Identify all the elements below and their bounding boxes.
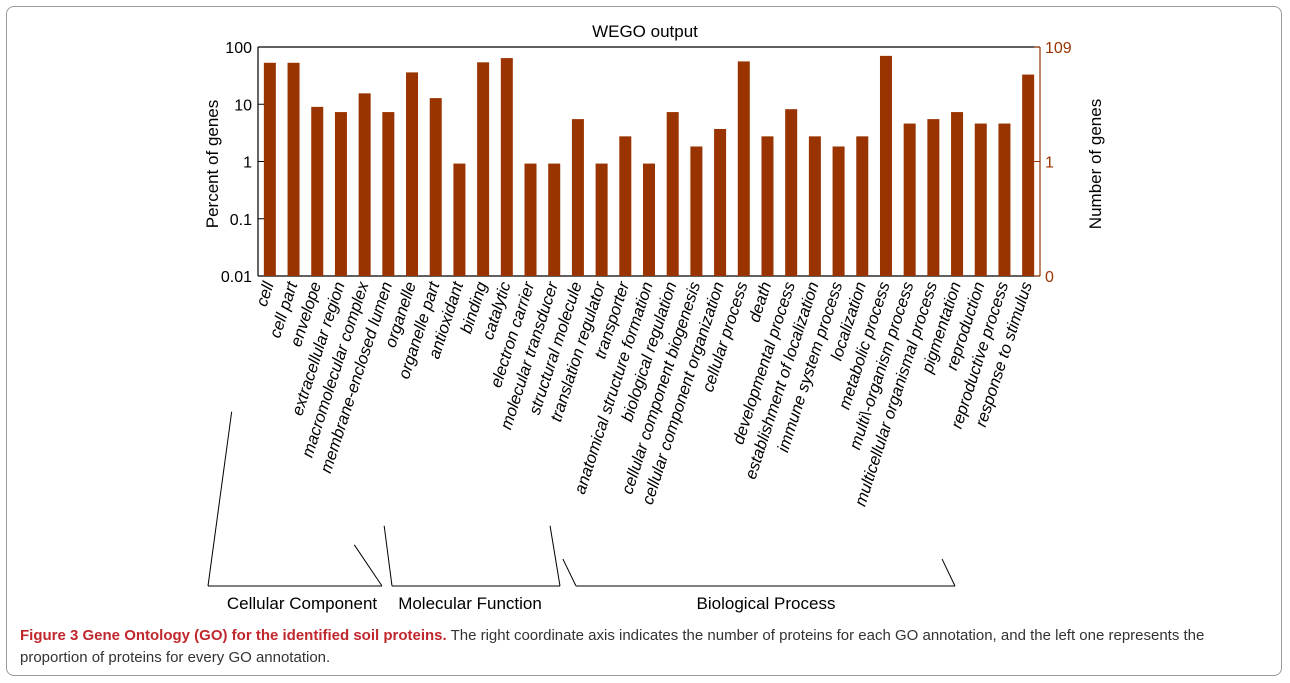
bar-20 xyxy=(714,128,727,276)
bar-25 xyxy=(832,146,845,276)
bar-22 xyxy=(761,136,774,276)
bar-21 xyxy=(737,61,750,277)
bar-3 xyxy=(311,106,324,276)
bar-32 xyxy=(998,123,1011,276)
right-tick-label: 0 xyxy=(1045,269,1054,286)
bar-12 xyxy=(524,163,537,276)
bar-27 xyxy=(879,55,892,277)
bar-9 xyxy=(453,163,466,276)
left-tick-label: 0.1 xyxy=(230,212,252,229)
chart-title: WEGO output xyxy=(592,22,698,41)
bar-1 xyxy=(263,62,276,277)
left-tick-label: 1 xyxy=(243,155,252,172)
bar-19 xyxy=(690,146,703,276)
caption-title: Figure 3 Gene Ontology (GO) for the iden… xyxy=(20,627,447,644)
bar-5 xyxy=(358,93,371,276)
category-label-1: cell xyxy=(253,278,278,308)
bar-7 xyxy=(406,72,419,277)
group-label-1: Cellular Component xyxy=(227,594,378,613)
bar-13 xyxy=(548,163,561,276)
left-tick-label: 10 xyxy=(234,97,252,114)
bar-31 xyxy=(974,123,987,276)
bar-17 xyxy=(643,163,655,276)
wego-bar-chart: WEGO output Percent of genes Number of g… xyxy=(203,22,1105,613)
bar-26 xyxy=(856,136,869,276)
group-bracket-right xyxy=(353,544,383,587)
bar-10 xyxy=(477,62,490,276)
figure-caption: Figure 3 Gene Ontology (GO) for the iden… xyxy=(20,625,1270,669)
figure-frame xyxy=(6,6,1282,676)
bar-24 xyxy=(808,136,821,276)
group-bracket-left xyxy=(383,525,393,587)
right-tick-label: 109 xyxy=(1045,40,1072,57)
left-axis-title: Percent of genes xyxy=(203,100,222,229)
bar-33 xyxy=(1022,74,1035,276)
bar-8 xyxy=(429,98,442,276)
group-label-2: Molecular Function xyxy=(398,594,542,613)
bar-14 xyxy=(571,119,584,277)
bar-11 xyxy=(500,58,513,277)
group-bracket-right xyxy=(549,525,561,587)
group-bracket-right xyxy=(941,558,956,587)
bar-15 xyxy=(595,163,608,276)
right-axis-title: Number of genes xyxy=(1086,99,1105,229)
bar-4 xyxy=(334,112,347,276)
bar-30 xyxy=(951,112,964,276)
bar-18 xyxy=(666,112,679,276)
bar-28 xyxy=(903,123,916,276)
bar-16 xyxy=(619,136,632,276)
left-tick-label: 100 xyxy=(225,40,252,57)
right-tick-label: 1 xyxy=(1045,155,1054,172)
group-bracket-left xyxy=(562,558,577,587)
bar-29 xyxy=(927,119,940,277)
left-tick-label: 0.01 xyxy=(221,269,252,286)
bar-6 xyxy=(382,112,395,276)
bar-2 xyxy=(287,62,300,277)
group-bracket-left xyxy=(207,411,233,587)
group-label-3: Biological Process xyxy=(697,594,836,613)
caption-body: The right coordinate axis indicates the … xyxy=(20,627,1205,666)
bar-23 xyxy=(785,109,798,276)
